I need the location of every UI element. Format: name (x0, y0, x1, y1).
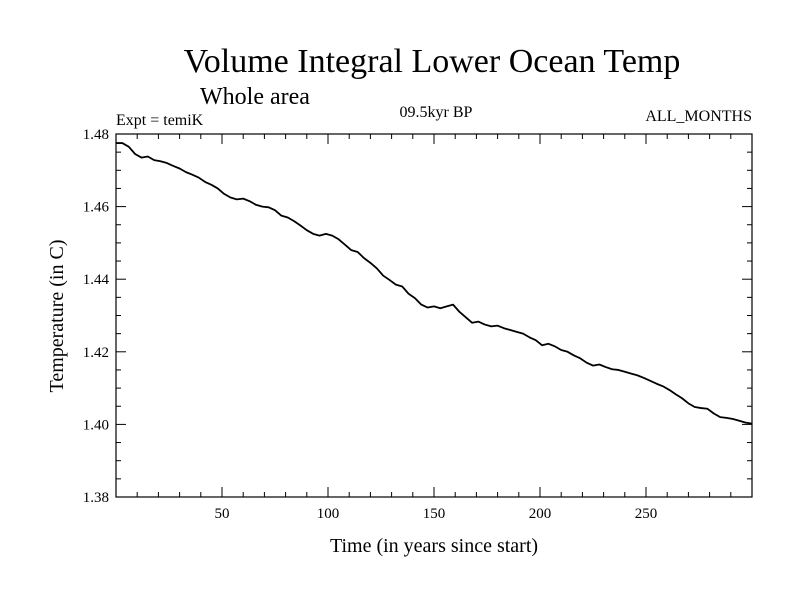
chart-subtitle: Whole area (200, 84, 310, 110)
x-tick-label: 250 (635, 506, 658, 522)
x-axis-ticks (136, 134, 732, 497)
y-axis-ticks (116, 151, 752, 480)
period-label: 09.5kyr BP (400, 104, 473, 121)
x-axis-label: Time (in years since start) (330, 535, 538, 557)
y-tick-label: 1.42 (83, 345, 109, 361)
chart-title: Volume Integral Lower Ocean Temp (184, 43, 681, 80)
y-tick-label: 1.46 (83, 200, 110, 216)
y-tick-label: 1.48 (83, 127, 109, 143)
y-axis-tick-labels: 1.38 1.40 1.42 1.44 1.46 1.48 (83, 127, 110, 506)
x-tick-label: 100 (317, 506, 340, 522)
months-label: ALL_MONTHS (645, 108, 752, 125)
x-axis-tick-labels: 50 100 150 200 250 (215, 506, 658, 522)
plot-area-frame (115, 133, 753, 498)
x-tick-label: 50 (215, 506, 230, 522)
y-tick-label: 1.38 (83, 490, 109, 506)
x-tick-label: 200 (529, 506, 552, 522)
y-tick-label: 1.44 (83, 272, 110, 288)
x-tick-label: 150 (423, 506, 446, 522)
y-axis-label: Temperature (in C) (46, 240, 68, 393)
y-tick-label: 1.40 (83, 417, 109, 433)
temperature-series-line (116, 142, 753, 425)
experiment-label: Expt = temiK (116, 112, 204, 129)
